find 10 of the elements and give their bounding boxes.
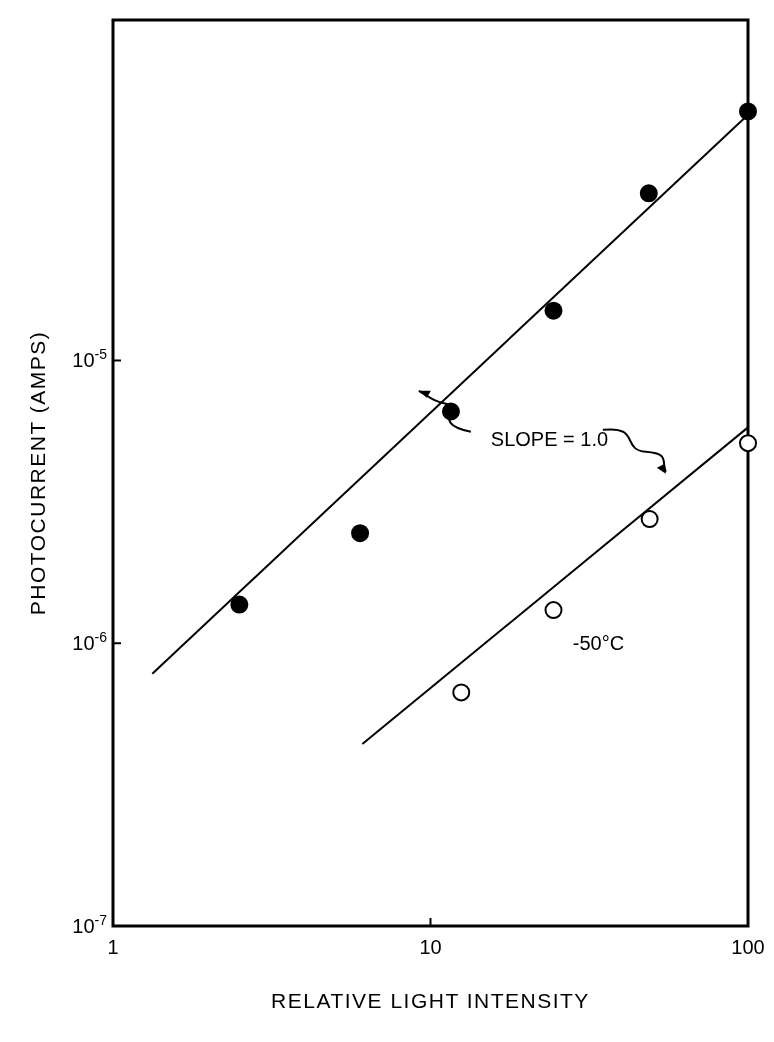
x-tick-label: 1 (107, 936, 119, 958)
x-tick-label: 100 (731, 936, 765, 958)
annotation: SLOPE = 1.0 (490, 427, 609, 450)
x-tick-label: 10 (419, 936, 442, 958)
y-tick-label: 10$^{-5}$ (72, 346, 108, 372)
y-axis-title: PHOTOCURRENT (AMPS) (26, 330, 49, 616)
y-tick-label: 10$^{-6}$ (72, 629, 108, 655)
y-tick-label: 10$^{-7}$ (72, 912, 108, 937)
x-axis-title: RELATIVE LIGHT INTENSITY (271, 989, 590, 1012)
annotation: -50°C (572, 631, 625, 654)
